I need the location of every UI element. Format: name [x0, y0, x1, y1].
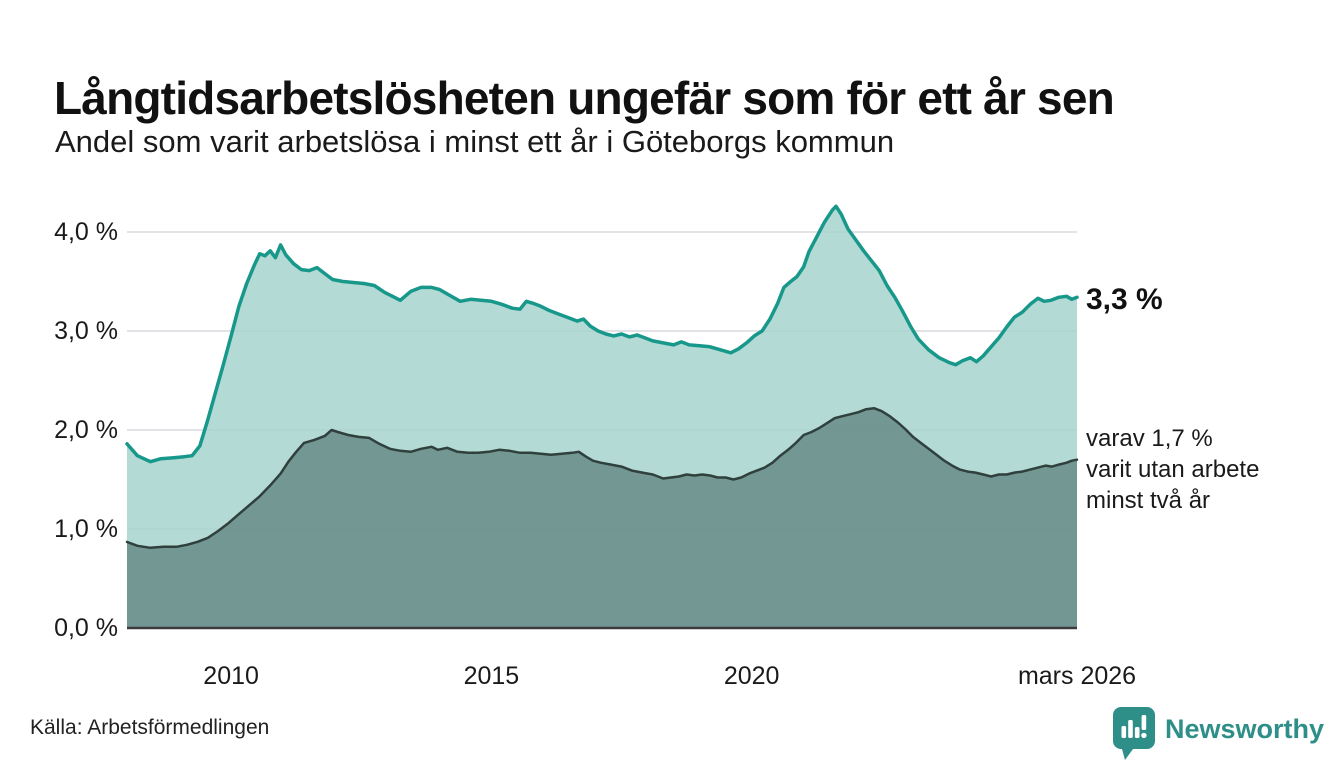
line-series-0 — [125, 204, 1079, 464]
newsworthy-logo[interactable]: Newsworthy — [1112, 706, 1324, 764]
newsworthy-wordmark: Newsworthy — [1165, 714, 1325, 744]
latest-value-label: 3,3 % — [1086, 283, 1163, 316]
x-axis-tick-label: mars 2026 — [1017, 662, 1137, 690]
y-axis-tick-label: 2,0 % — [54, 416, 118, 444]
x-axis-tick-label: 2010 — [203, 662, 259, 690]
x-axis-tick-label: 2020 — [723, 662, 780, 690]
newsworthy-chart-bubble-icon — [1113, 707, 1155, 760]
two-year-value-label: varav 1,7 % varit utan arbete minst två … — [1086, 425, 1260, 514]
chart-subtitle: Andel som varit arbetslösa i minst ett å… — [55, 124, 895, 159]
source-caption: Källa: Arbetsförmedlingen — [30, 716, 270, 739]
y-axis-tick-label: 4,0 % — [54, 218, 118, 246]
y-axis-tick-label: 0,0 % — [54, 614, 118, 642]
y-axis-tick-label: 1,0 % — [54, 515, 118, 543]
x-axis-tick-label: 2015 — [463, 662, 520, 690]
line-series-1 — [125, 406, 1079, 550]
page-title: Långtidsarbetslösheten ungefär som för e… — [54, 71, 1115, 124]
area-series-1 — [127, 408, 1077, 628]
y-axis-tick-label: 3,0 % — [54, 317, 118, 345]
